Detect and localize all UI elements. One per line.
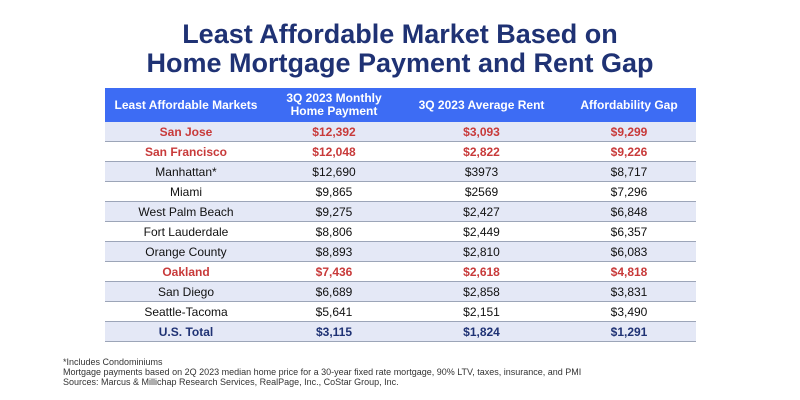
- affordability-table: Least Affordable Markets 3Q 2023 Monthly…: [105, 88, 696, 342]
- total-cell-gap: $1,291: [562, 321, 696, 342]
- cell-rent: $2,822: [401, 141, 562, 162]
- cell-gap: $7,296: [562, 181, 696, 202]
- cell-payment: $9,865: [267, 181, 401, 202]
- cell-payment: $12,392: [267, 122, 401, 142]
- cell-gap: $9,299: [562, 122, 696, 142]
- cell-market: San Jose: [105, 122, 267, 142]
- cell-gap: $6,848: [562, 201, 696, 222]
- cell-rent: $2,810: [401, 241, 562, 262]
- header-affordability-gap: Affordability Gap: [562, 88, 696, 122]
- cell-gap: $6,357: [562, 221, 696, 242]
- table-row: San Diego $6,689 $2,858 $3,831: [105, 281, 696, 302]
- cell-rent: $3,093: [401, 122, 562, 142]
- cell-rent: $2569: [401, 181, 562, 202]
- cell-gap: $6,083: [562, 241, 696, 262]
- footnotes: *Includes Condominiums Mortgage payments…: [63, 357, 763, 387]
- cell-payment: $8,893: [267, 241, 401, 262]
- cell-market: West Palm Beach: [105, 201, 267, 222]
- total-row: U.S. Total $3,115 $1,824 $1,291: [105, 321, 696, 342]
- cell-payment: $12,048: [267, 141, 401, 162]
- cell-rent: $2,449: [401, 221, 562, 242]
- table-row: West Palm Beach $9,275 $2,427 $6,848: [105, 201, 696, 222]
- table-row: Orange County $8,893 $2,810 $6,083: [105, 241, 696, 262]
- cell-market: San Diego: [105, 281, 267, 302]
- cell-rent: $2,151: [401, 301, 562, 322]
- cell-rent: $2,427: [401, 201, 562, 222]
- table-body: San Jose $12,392 $3,093 $9,299 San Francisco…: [105, 122, 696, 342]
- table-row: Manhattan* $12,690 $3973 $8,717: [105, 161, 696, 182]
- cell-market: San Francisco: [105, 141, 267, 162]
- page-title: Least Affordable Market Based on Home Mo…: [0, 20, 800, 78]
- table-row: Fort Lauderdale $8,806 $2,449 $6,357: [105, 221, 696, 242]
- header-row: Least Affordable Markets 3Q 2023 Monthly…: [105, 88, 696, 122]
- table-header: Least Affordable Markets 3Q 2023 Monthly…: [105, 88, 696, 122]
- header-average-rent: 3Q 2023 Average Rent: [401, 88, 562, 122]
- header-markets: Least Affordable Markets: [105, 88, 267, 122]
- cell-market: Seattle-Tacoma: [105, 301, 267, 322]
- cell-payment: $9,275: [267, 201, 401, 222]
- table-row: San Francisco $12,048 $2,822 $9,226: [105, 141, 696, 162]
- title-line-2: Home Mortgage Payment and Rent Gap: [146, 48, 654, 78]
- table-row: Seattle-Tacoma $5,641 $2,151 $3,490: [105, 301, 696, 322]
- cell-payment: $5,641: [267, 301, 401, 322]
- cell-gap: $8,717: [562, 161, 696, 182]
- cell-market: Orange County: [105, 241, 267, 262]
- cell-market: Fort Lauderdale: [105, 221, 267, 242]
- table-row: San Jose $12,392 $3,093 $9,299: [105, 122, 696, 142]
- footnote-condominiums: *Includes Condominiums: [63, 357, 163, 367]
- table-row: Oakland $7,436 $2,618 $4,818: [105, 261, 696, 282]
- cell-market: Manhattan*: [105, 161, 267, 182]
- cell-payment: $6,689: [267, 281, 401, 302]
- footnote-sources: Sources: Marcus & Millichap Research Ser…: [63, 377, 399, 387]
- table-row: Miami $9,865 $2569 $7,296: [105, 181, 696, 202]
- cell-rent: $2,858: [401, 281, 562, 302]
- total-cell-payment: $3,115: [267, 321, 401, 342]
- header-monthly-payment-text: 3Q 2023 Monthly Home Payment: [286, 91, 382, 118]
- total-cell-market: U.S. Total: [105, 321, 267, 342]
- cell-gap: $3,490: [562, 301, 696, 322]
- cell-rent: $2,618: [401, 261, 562, 282]
- cell-gap: $3,831: [562, 281, 696, 302]
- cell-payment: $7,436: [267, 261, 401, 282]
- cell-gap: $4,818: [562, 261, 696, 282]
- footnote-methodology: Mortgage payments based on 2Q 2023 media…: [63, 367, 582, 377]
- cell-payment: $12,690: [267, 161, 401, 182]
- header-monthly-payment: 3Q 2023 Monthly Home Payment: [267, 88, 401, 122]
- cell-gap: $9,226: [562, 141, 696, 162]
- total-cell-rent: $1,824: [401, 321, 562, 342]
- title-line-1: Least Affordable Market Based on: [182, 19, 618, 49]
- cell-rent: $3973: [401, 161, 562, 182]
- cell-payment: $8,806: [267, 221, 401, 242]
- cell-market: Oakland: [105, 261, 267, 282]
- cell-market: Miami: [105, 181, 267, 202]
